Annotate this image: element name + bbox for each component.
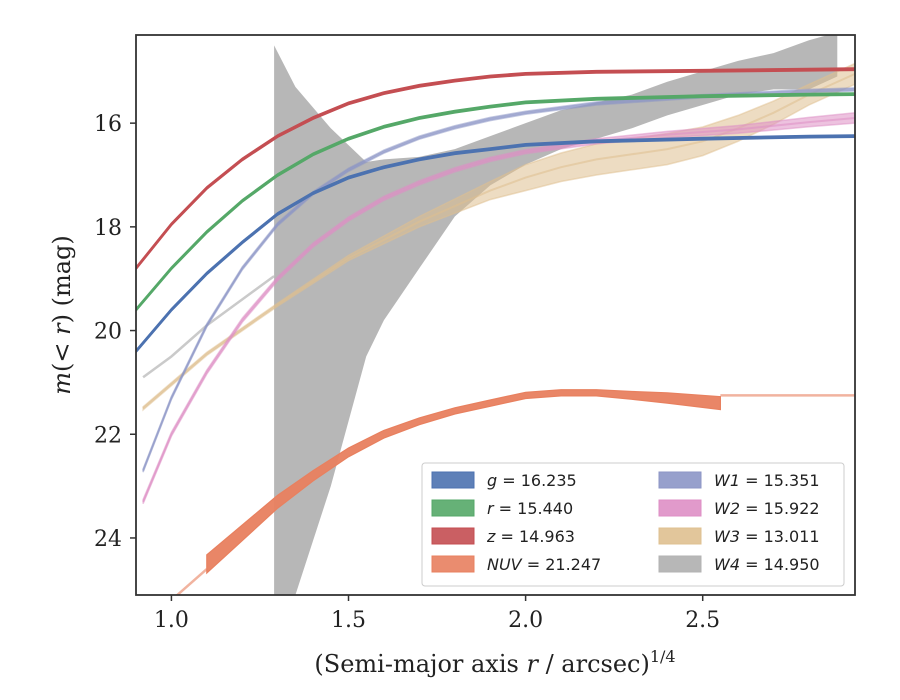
- x-tick-label: 1.0: [154, 608, 189, 633]
- legend-item-w4: W4 = 14.950: [658, 555, 820, 574]
- y-axis-label: m(< r) (mag): [48, 235, 76, 395]
- x-axis-label: (Semi-major axis r / arcsec)1/4: [314, 647, 675, 678]
- series-w4-band: [274, 35, 838, 595]
- y-tick-label: 24: [94, 527, 122, 552]
- legend-label: W1 = 15.351: [714, 471, 820, 490]
- legend-item-w2: W2 = 15.922: [658, 499, 820, 518]
- y-tick-label: 20: [94, 320, 122, 345]
- y-tick-label: 16: [94, 112, 122, 137]
- legend-swatch: [658, 499, 702, 517]
- legend-label: r = 15.440: [487, 499, 573, 518]
- series-w2: [142, 112, 855, 504]
- series-w3-line: [142, 72, 855, 410]
- legend-swatch: [658, 527, 702, 545]
- legend-item-w1: W1 = 15.351: [658, 471, 820, 490]
- x-tick-label: 1.5: [331, 608, 366, 633]
- x-tick-label: 2.5: [685, 608, 720, 633]
- legend-item-r: r = 15.440: [431, 499, 573, 518]
- y-axis: 16 18 20 22 24: [94, 112, 136, 552]
- series-nuv-band: [206, 389, 721, 575]
- legend-swatch: [658, 471, 702, 489]
- series-w4-line: [142, 275, 275, 379]
- plot-area: [136, 35, 855, 595]
- series-g-line: [136, 134, 855, 353]
- series-z: [136, 67, 855, 271]
- series-w1: [142, 87, 855, 473]
- series-w1-line: [142, 88, 855, 471]
- series-w3: [142, 62, 855, 412]
- legend-frame: [421, 462, 845, 587]
- series-w2-line: [142, 117, 855, 503]
- series-r: [136, 92, 855, 313]
- legend-item-nuv: NUV = 21.247: [431, 555, 601, 574]
- legend-label: g = 16.235: [487, 471, 577, 490]
- legend-swatch: [431, 499, 475, 517]
- x-tick-label: 2.0: [508, 608, 543, 633]
- series-z-line: [136, 67, 855, 270]
- legend-label: z = 14.963: [486, 527, 575, 546]
- legend-label: W2 = 15.922: [714, 499, 820, 518]
- series-w2-band: [142, 112, 855, 504]
- legend-label: NUV = 21.247: [487, 555, 601, 574]
- series-nuv-thin: [175, 568, 208, 595]
- series-g: [136, 134, 855, 354]
- legend-label: W3 = 13.011: [714, 527, 820, 546]
- series-w1-band: [142, 87, 855, 473]
- legend-item-w3: W3 = 13.011: [658, 527, 820, 546]
- series-r-line: [136, 92, 855, 311]
- series-nuv: [175, 389, 855, 595]
- legend-swatch: [431, 527, 475, 545]
- legend-swatch: [431, 471, 475, 489]
- axes-frame: [135, 34, 856, 596]
- series-w3-band: [142, 62, 855, 412]
- legend-swatch: [658, 555, 702, 573]
- y-tick-label: 22: [94, 423, 122, 448]
- legend-label: W4 = 14.950: [714, 555, 820, 574]
- legend-item-z: z = 14.963: [431, 527, 575, 546]
- legend: g = 16.235 r = 15.440 z = 14.963 NUV = 21.2…: [421, 462, 845, 587]
- legend-item-g: g = 16.235: [431, 471, 577, 490]
- x-axis: 1.0 1.5 2.0 2.5: [154, 595, 720, 633]
- legend-swatch: [431, 555, 475, 573]
- y-tick-label: 18: [94, 216, 122, 241]
